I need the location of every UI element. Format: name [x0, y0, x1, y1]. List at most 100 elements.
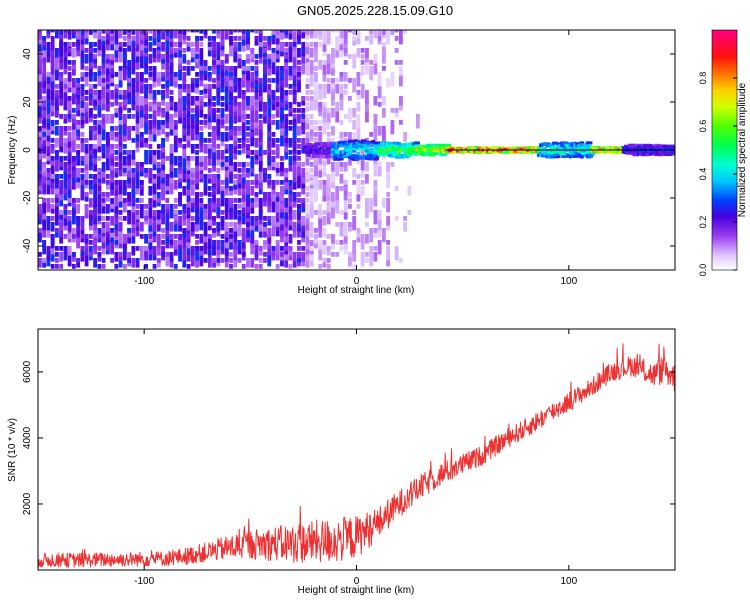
- heatmap-cell: [250, 234, 255, 244]
- heatmap-cell: [169, 120, 174, 130]
- heatmap-cell: [246, 54, 250, 59]
- heatmap-cell: [377, 162, 382, 167]
- heatmap-cell: [288, 162, 293, 172]
- heatmap-cell: [161, 60, 165, 70]
- snr-y-tick-label: 2000: [22, 492, 33, 515]
- heatmap-cell: [42, 48, 47, 58]
- heatmap-signal-cell: [534, 146, 539, 150]
- heatmap-signal-cell: [558, 150, 567, 154]
- heatmap-cell: [203, 186, 208, 196]
- heatmap-signal-cell: [628, 144, 633, 148]
- heatmap-signal-cell: [324, 148, 329, 152]
- heatmap-cell: [271, 180, 276, 185]
- heatmap-cell: [335, 78, 340, 83]
- heatmap-cell: [403, 222, 408, 232]
- heatmap-cell: [63, 138, 68, 143]
- heatmap-cell: [84, 234, 89, 239]
- heatmap-cell: [216, 114, 221, 119]
- heatmap-cell: [93, 54, 98, 59]
- heatmap-cell: [139, 108, 144, 118]
- heatmap-signal-cell: [322, 155, 327, 159]
- heatmap-cell: [220, 186, 225, 201]
- heatmap-cell: [135, 132, 140, 142]
- heatmap-cell: [271, 120, 276, 125]
- heatmap-cell: [190, 168, 195, 173]
- heatmap-cell: [381, 54, 386, 64]
- heatmap-signal-cell: [543, 147, 547, 151]
- heatmap-cell: [216, 156, 221, 166]
- heatmap-cell: [352, 222, 357, 227]
- heatmap-cell: [335, 198, 340, 208]
- heatmap-cell: [46, 132, 51, 142]
- heatmap-cell: [156, 150, 161, 160]
- heatmap-cell: [297, 198, 301, 203]
- heatmap-cell: [263, 36, 267, 41]
- heatmap-cell: [54, 138, 59, 143]
- heatmap-cell: [292, 120, 297, 125]
- heatmap-cell: [275, 264, 280, 269]
- heatmap-cell: [182, 210, 187, 220]
- heatmap-cell: [178, 114, 182, 124]
- heatmap-cell: [195, 174, 199, 184]
- heatmap-cell: [284, 126, 289, 136]
- heatmap-cell: [220, 78, 225, 88]
- heatmap-cell: [54, 126, 59, 136]
- heatmap-cell: [250, 198, 255, 203]
- heatmap-cell: [220, 150, 225, 160]
- heatmap-cell: [190, 48, 195, 58]
- heatmap-cell: [67, 72, 72, 82]
- heatmap-cell: [305, 120, 310, 130]
- heatmap-cell: [88, 216, 93, 226]
- heatmap-cell: [326, 174, 331, 189]
- heatmap-cell: [284, 42, 289, 47]
- heatmap-cell: [343, 162, 348, 167]
- heatmap-cell: [148, 204, 153, 219]
- heatmap-cell: [331, 168, 335, 183]
- heatmap-cell: [38, 108, 42, 118]
- heatmap-cell: [246, 138, 250, 143]
- heatmap-cell: [220, 30, 225, 40]
- heatmap-cell: [360, 180, 365, 185]
- heatmap-cell: [131, 186, 136, 196]
- heatmap-cell: [80, 180, 85, 185]
- heatmap-cell: [224, 66, 229, 71]
- heatmap-cell: [118, 90, 123, 95]
- heatmap-signal-cell: [624, 147, 630, 151]
- heatmap-cell: [212, 108, 216, 113]
- heatmap-y-tick-label: -20: [22, 190, 33, 205]
- heatmap-cell: [331, 54, 335, 64]
- heatmap-cell: [71, 162, 76, 167]
- heatmap-cell: [97, 72, 102, 87]
- heatmap-cell: [118, 120, 123, 125]
- heatmap-cell: [131, 174, 136, 189]
- heatmap-cell: [169, 252, 174, 257]
- heatmap-signal-cell: [575, 152, 581, 156]
- heatmap-cell: [97, 120, 102, 125]
- heatmap-cell: [46, 144, 51, 154]
- heatmap-cell: [237, 258, 242, 263]
- heatmap-cell: [144, 150, 148, 165]
- heatmap-cell: [63, 210, 68, 215]
- heatmap-cell: [144, 216, 148, 221]
- heatmap-cell: [169, 66, 174, 71]
- heatmap-cell: [169, 114, 174, 124]
- heatmap-cell: [292, 210, 297, 220]
- heatmap-cell: [144, 54, 148, 64]
- heatmap-signal-cell: [443, 143, 452, 147]
- heatmap-cell: [50, 78, 55, 88]
- heatmap-cell: [50, 138, 55, 143]
- heatmap-signal-cell: [543, 153, 551, 157]
- heatmap-cell: [237, 168, 242, 173]
- heatmap-cell: [46, 204, 51, 209]
- heatmap-cell: [97, 96, 102, 106]
- heatmap-cell: [292, 156, 297, 161]
- heatmap-cell: [258, 222, 263, 232]
- heatmap-cell: [203, 240, 208, 250]
- heatmap-cell: [135, 42, 140, 52]
- heatmap-cell: [301, 162, 306, 167]
- heatmap-cell: [46, 42, 51, 47]
- heatmap-cell: [178, 42, 182, 47]
- heatmap-cell: [105, 72, 110, 82]
- heatmap-cell: [301, 222, 306, 232]
- heatmap-cell: [331, 66, 335, 76]
